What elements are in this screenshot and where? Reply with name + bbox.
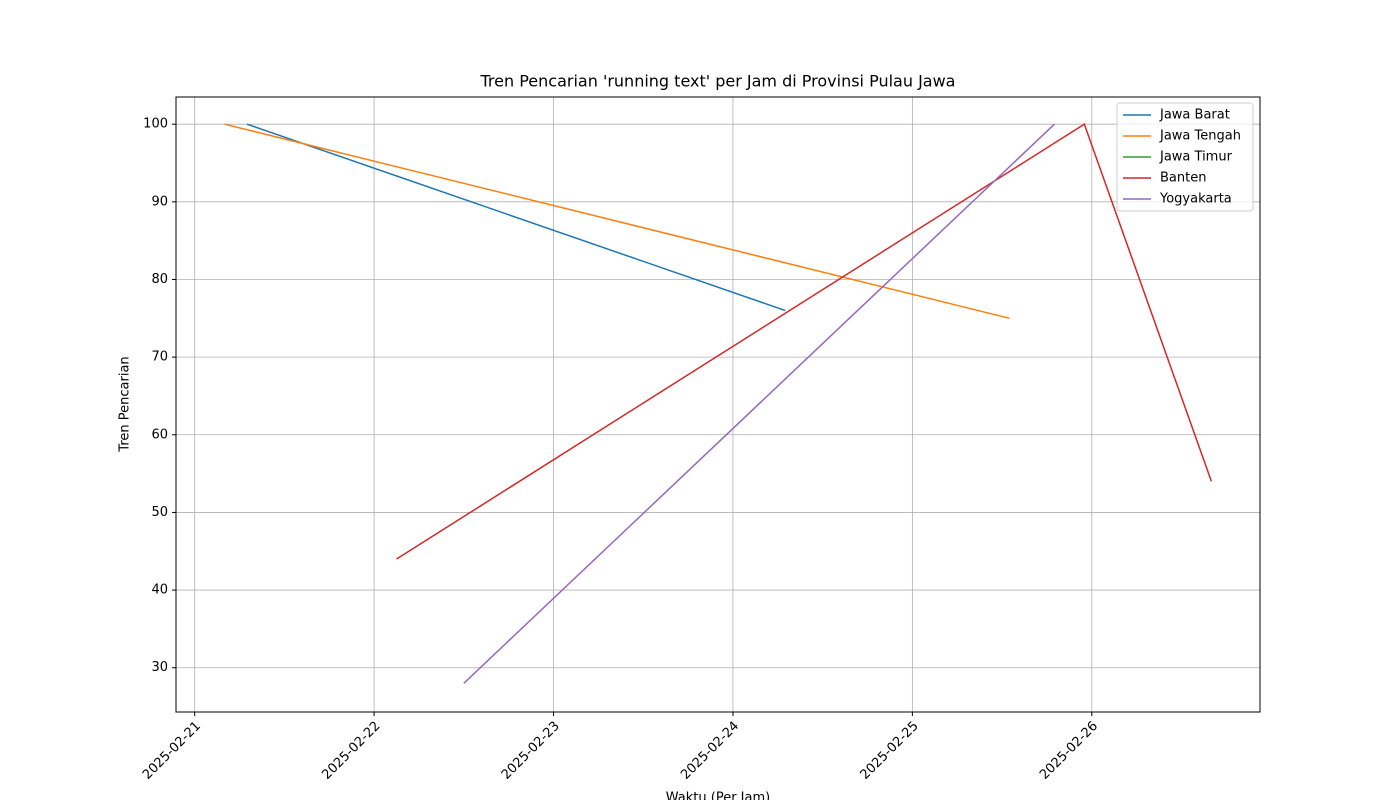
plot-frame — [175, 96, 1261, 713]
y-tick-label: 60 — [151, 427, 168, 442]
y-tick-label: 100 — [143, 117, 168, 132]
legend-label: Banten — [1160, 171, 1206, 186]
series-line — [396, 123, 1213, 560]
y-tick-label: 80 — [151, 272, 168, 287]
y-axis-label: Tren Pencarian — [118, 356, 133, 452]
series-line — [224, 123, 1010, 320]
y-tick-label: 90 — [151, 194, 168, 209]
legend: Jawa Barat Jawa Tengah Jawa Timur Banten Yog… — [1116, 102, 1254, 212]
y-tick-label: 30 — [151, 660, 168, 675]
series-line — [246, 123, 786, 312]
legend-box — [1116, 102, 1254, 212]
y-tick-label: 50 — [151, 505, 168, 520]
legend-label: Jawa Tengah — [1159, 129, 1241, 144]
legend-label: Jawa Barat — [1159, 108, 1230, 123]
series-line — [463, 123, 1055, 684]
legend-label: Jawa Timur — [1159, 150, 1233, 165]
chart-title: Tren Pencarian 'running text' per Jam di… — [480, 72, 956, 91]
y-tick-label: 70 — [151, 350, 168, 365]
x-axis-label: Waktu (Per Jam) — [666, 791, 770, 800]
y-tick-label: 40 — [151, 583, 168, 598]
legend-label: Yogyakarta — [1159, 192, 1232, 207]
